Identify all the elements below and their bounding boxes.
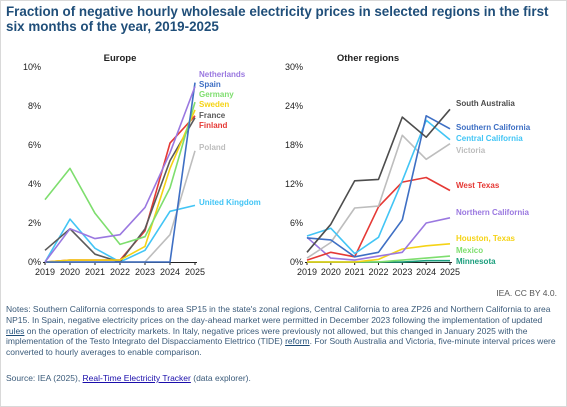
europe-y-tick-label: 10% bbox=[23, 62, 41, 72]
europe-x-tick-label: 2025 bbox=[185, 267, 205, 277]
other-y-tick-label: 30% bbox=[285, 62, 303, 72]
other-series-line bbox=[306, 176, 451, 261]
europe-series-label: Poland bbox=[199, 143, 226, 152]
europe-series-line bbox=[44, 101, 196, 246]
europe-series-label: United Kingdom bbox=[199, 198, 261, 207]
other-series-label: Southern California bbox=[456, 123, 531, 132]
europe-y-tick-label: 4% bbox=[28, 179, 41, 189]
source-prefix: Source: IEA (2025), bbox=[6, 373, 83, 383]
europe-series-label: Sweden bbox=[199, 100, 229, 109]
other-y-tick-label: 0% bbox=[290, 257, 303, 267]
other-y-tick-label: 18% bbox=[285, 140, 303, 150]
tracker-link[interactable]: Real-Time Electricity Tracker bbox=[82, 373, 191, 383]
other-x-tick-label: 2022 bbox=[368, 267, 388, 277]
other-x-tick-label: 2025 bbox=[440, 267, 460, 277]
europe-series-label: Germany bbox=[199, 90, 234, 99]
europe-series-line bbox=[44, 109, 196, 263]
other-series-label: Mexico bbox=[456, 246, 483, 255]
other-series-label: West Texas bbox=[456, 181, 500, 190]
europe-x-tick-label: 2020 bbox=[60, 267, 80, 277]
other-series-line bbox=[306, 119, 451, 255]
europe-series-label: Netherlands bbox=[199, 70, 246, 79]
other-x-tick-label: 2024 bbox=[416, 267, 436, 277]
other-series-line bbox=[306, 134, 451, 259]
europe-y-tick-label: 2% bbox=[28, 218, 41, 228]
europe-x-tick-label: 2019 bbox=[35, 267, 55, 277]
europe-series-label: Finland bbox=[199, 121, 228, 130]
other-x-tick-label: 2023 bbox=[392, 267, 412, 277]
notes-text-2: on the operation of electricity markets.… bbox=[6, 325, 528, 347]
europe-x-tick-label: 2021 bbox=[85, 267, 105, 277]
europe-x-tick-label: 2022 bbox=[110, 267, 130, 277]
europe-y-tick-label: 8% bbox=[28, 101, 41, 111]
other-x-tick-label: 2020 bbox=[321, 267, 341, 277]
europe-series-label: Spain bbox=[199, 80, 221, 89]
other-series-label: South Australia bbox=[456, 99, 515, 108]
notes: Notes: Southern California corresponds t… bbox=[6, 304, 558, 358]
other-x-tick-label: 2021 bbox=[345, 267, 365, 277]
other-series-label: Victoria bbox=[456, 146, 486, 155]
other-y-tick-label: 12% bbox=[285, 179, 303, 189]
source: Source: IEA (2025), Real-Time Electricit… bbox=[6, 373, 558, 384]
source-suffix: (data explorer). bbox=[190, 373, 251, 383]
rules-link[interactable]: rules bbox=[6, 325, 25, 336]
reform-link[interactable]: reform bbox=[285, 336, 310, 347]
notes-text-1: Notes: Southern California corresponds t… bbox=[6, 304, 551, 325]
europe-x-tick-label: 2023 bbox=[135, 267, 155, 277]
other-series-label: Northern California bbox=[456, 208, 529, 217]
europe-panel-title: Europe bbox=[104, 53, 137, 64]
other-y-tick-label: 24% bbox=[285, 101, 303, 111]
other-series-line bbox=[306, 217, 451, 261]
europe-y-tick-label: 6% bbox=[28, 140, 41, 150]
other-panel-title: Other regions bbox=[337, 53, 399, 64]
other-series-line bbox=[307, 243, 451, 263]
europe-series-line bbox=[45, 82, 196, 263]
europe-series-line bbox=[44, 86, 196, 263]
other-series-line bbox=[306, 115, 451, 258]
credit: IEA. CC BY 4.0. bbox=[496, 288, 557, 298]
other-series-label: Houston, Texas bbox=[456, 234, 516, 243]
other-x-tick-label: 2019 bbox=[297, 267, 317, 277]
other-series-label: Minnesota bbox=[456, 257, 496, 266]
figure-title: Fraction of negative hourly wholesale el… bbox=[6, 4, 549, 34]
europe-y-tick-label: 0% bbox=[28, 257, 41, 267]
europe-series-label: France bbox=[199, 111, 226, 120]
other-series-line bbox=[306, 108, 451, 253]
notes-text-3: . For South Australia and Victoria, five… bbox=[6, 336, 556, 358]
europe-x-tick-label: 2024 bbox=[160, 267, 180, 277]
other-series-label: Central California bbox=[456, 134, 523, 143]
other-y-tick-label: 6% bbox=[290, 218, 303, 228]
